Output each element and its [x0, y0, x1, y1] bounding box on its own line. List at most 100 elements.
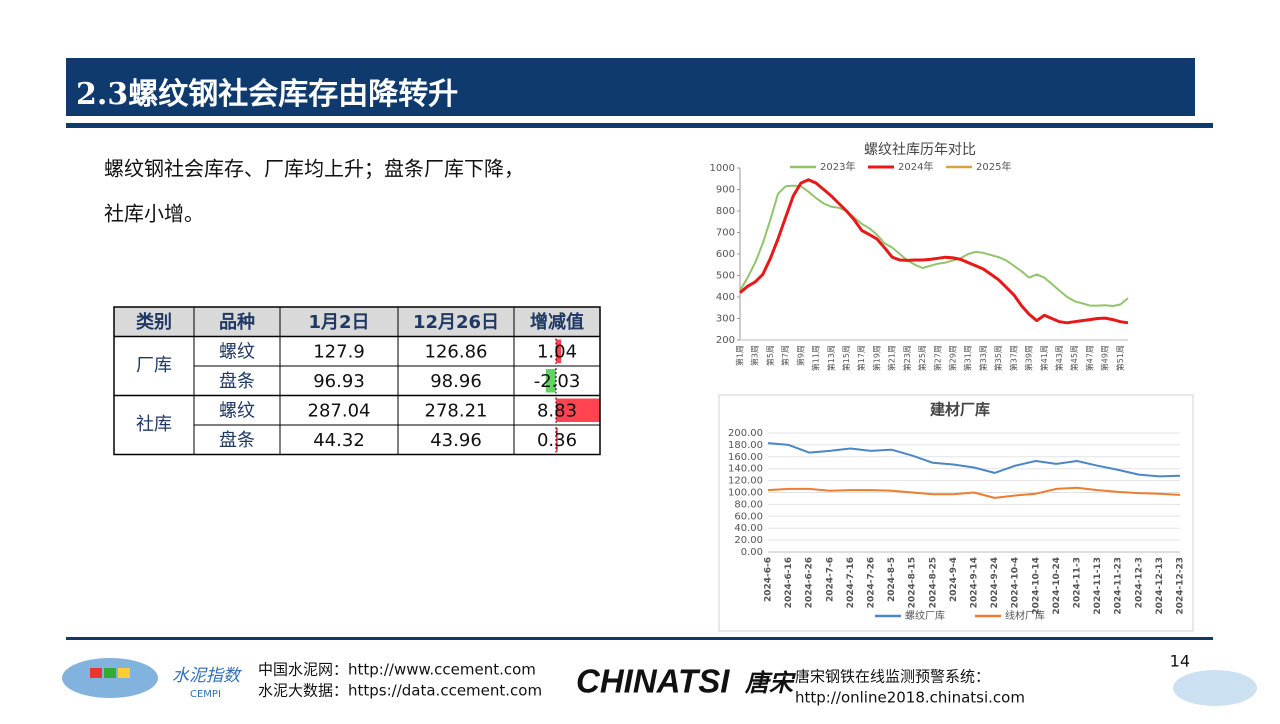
table-cell: 287.04: [308, 400, 371, 421]
x-tick-label: 2024-12-13: [1155, 557, 1165, 615]
x-tick-label: 第19周: [871, 345, 881, 371]
y-tick-label: 600: [716, 249, 735, 260]
table-cell: 96.93: [313, 371, 365, 392]
x-tick-label: 第41周: [1039, 345, 1049, 371]
footer-link[interactable]: 水泥大数据：https://data.ccement.com: [258, 682, 542, 700]
y-tick-label: 500: [716, 271, 735, 282]
footer-link[interactable]: http://online2018.chinatsi.com: [795, 689, 1025, 707]
y-tick-label: 700: [716, 228, 735, 239]
table-cell: -2.03: [534, 371, 581, 392]
y-tick-label: 400: [716, 292, 735, 303]
y-tick-label: 1000: [710, 163, 735, 174]
x-tick-label: 第29周: [948, 345, 958, 371]
y-tick-label: 180.00: [728, 440, 763, 451]
y-tick-label: 80.00: [734, 499, 763, 510]
x-tick-label: 2024-6-6: [764, 557, 774, 602]
table-header: 品种: [219, 311, 255, 333]
x-tick-label: 第47周: [1084, 345, 1094, 371]
x-tick-label: 第13周: [826, 345, 836, 371]
x-tick-label: 2024-7-16: [846, 557, 856, 608]
table-header: 增减值: [530, 311, 584, 333]
x-tick-label: 2024-11-3: [1073, 557, 1083, 608]
brand-logo-cn: 唐宋: [744, 669, 797, 697]
x-tick-label: 第35周: [993, 345, 1003, 371]
table-cell: 盘条: [219, 430, 255, 451]
x-tick-label: 第11周: [811, 345, 821, 371]
footer-rule: [66, 637, 1213, 640]
table-cell: 278.21: [425, 400, 488, 421]
x-tick-label: 第3周: [750, 345, 760, 366]
x-tick-label: 2024-8-15: [908, 557, 918, 608]
y-tick-label: 120.00: [728, 476, 763, 487]
x-tick-label: 2024-8-5: [887, 557, 897, 602]
x-tick-label: 第31周: [963, 345, 973, 371]
data-bar: [556, 339, 562, 363]
logo-index-en: CEMPI: [190, 689, 221, 700]
x-tick-label: 第43周: [1054, 345, 1064, 371]
y-tick-label: 20.00: [734, 535, 763, 546]
series-line: [767, 442, 1181, 478]
footer-link[interactable]: 中国水泥网：http://www.ccement.com: [258, 661, 536, 679]
y-tick-label: 900: [716, 185, 735, 196]
x-tick-label: 2024-7-26: [867, 557, 877, 608]
table-header: 1月2日: [308, 312, 369, 333]
x-tick-label: 2024-7-6: [825, 557, 835, 602]
y-tick-label: 40.00: [734, 523, 763, 534]
x-tick-label: 第7周: [780, 345, 790, 366]
x-tick-label: 2024-9-14: [970, 557, 980, 608]
table-cell: 8.83: [537, 400, 577, 421]
legend-label: 螺纹厂库: [905, 609, 945, 622]
x-tick-label: 第25周: [917, 345, 927, 371]
legend-label: 2025年: [976, 160, 1011, 173]
x-tick-label: 2024-10-4: [1011, 557, 1021, 608]
page-number: 14: [1170, 652, 1190, 671]
x-tick-label: 2024-8-25: [928, 557, 938, 608]
logo-block: [104, 668, 116, 678]
y-tick-label: 300: [716, 314, 735, 325]
footer-text: 唐宋钢铁在线监测预警系统：: [795, 668, 990, 686]
table-header-bg: [114, 307, 600, 337]
table-cell: 126.86: [425, 341, 488, 362]
x-tick-label: 第21周: [887, 345, 897, 371]
chart-frame: [718, 394, 1194, 632]
y-tick-label: 0.00: [741, 547, 763, 558]
x-tick-label: 2024-11-23: [1114, 557, 1124, 615]
x-tick-label: 第15周: [841, 345, 851, 371]
x-tick-label: 第23周: [902, 345, 912, 371]
brand-logo: CHINATSI: [576, 663, 730, 700]
legend-label: 线材厂库: [1005, 609, 1045, 622]
intro-line: 螺纹钢社会库存、厂库均上升；盘条厂库下降，: [104, 157, 524, 181]
x-tick-label: 第51周: [1115, 345, 1125, 371]
table-header: 类别: [136, 311, 172, 333]
table-cell: 0.36: [537, 430, 577, 451]
y-tick-label: 200.00: [728, 428, 763, 439]
data-bar: [545, 369, 556, 393]
y-tick-label: 200: [716, 335, 735, 346]
x-tick-label: 第9周: [795, 345, 805, 366]
x-tick-label: 第37周: [1008, 345, 1018, 371]
x-tick-label: 2024-9-4: [949, 557, 959, 602]
table-header: 12月26日: [413, 312, 499, 333]
x-tick-label: 第27周: [932, 345, 942, 371]
x-tick-label: 第17周: [856, 345, 866, 371]
table-cell: 螺纹: [219, 341, 255, 362]
x-tick-label: 第45周: [1069, 345, 1079, 371]
x-tick-label: 2024-11-13: [1093, 557, 1103, 615]
table-cell: 44.32: [313, 430, 365, 451]
header-bar: [66, 58, 1195, 116]
series-line: [739, 184, 1129, 307]
x-tick-label: 2024-10-14: [1031, 557, 1041, 615]
chart-title: 螺纹社库历年对比: [864, 142, 976, 158]
x-tick-label: 2024-6-16: [784, 557, 794, 608]
table-cell: 螺纹: [219, 400, 255, 421]
legend-label: 2024年: [898, 160, 933, 173]
data-bar: [556, 398, 601, 422]
x-tick-label: 2024-12-3: [1134, 557, 1144, 608]
y-tick-label: 60.00: [734, 511, 763, 522]
y-tick-label: 100.00: [728, 488, 763, 499]
logo-block: [90, 668, 102, 678]
x-tick-label: 第39周: [1024, 345, 1034, 371]
x-tick-label: 第5周: [765, 345, 775, 366]
